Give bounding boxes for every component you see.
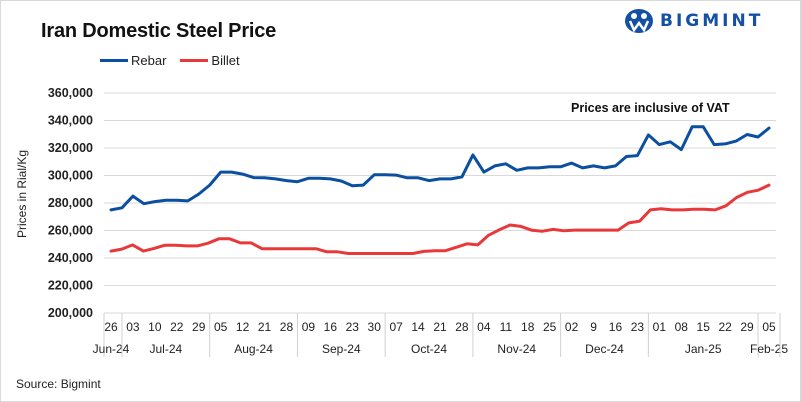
x-tick-label: 21: [258, 320, 272, 334]
x-tick-label: 03: [126, 320, 140, 334]
y-tick-label: 220,000: [48, 279, 93, 293]
x-tick-label: 11: [500, 320, 513, 334]
series-line-rebar: [109, 125, 771, 212]
x-month-label: Jan-25: [685, 342, 722, 356]
x-tick-label: 29: [192, 320, 206, 334]
x-tick-label: 21: [433, 320, 447, 334]
x-tick-label: 28: [455, 320, 469, 334]
x-tick-label: 18: [521, 320, 535, 334]
vat-annotation: Prices are inclusive of VAT: [571, 101, 730, 115]
x-month-label: Dec-24: [585, 342, 624, 356]
y-axis-label: Prices in Rial/Kg: [15, 150, 29, 238]
x-tick-label: 02: [565, 320, 579, 334]
source-note: Source: Bigmint: [16, 377, 101, 391]
y-tick-label: 260,000: [48, 224, 93, 238]
x-tick-label: 05: [762, 320, 776, 334]
x-tick-label: 04: [477, 320, 491, 334]
x-tick-label: 07: [389, 320, 403, 334]
y-tick-label: 200,000: [48, 306, 93, 320]
x-tick-label: 09: [302, 320, 316, 334]
x-tick-label: 23: [631, 320, 645, 334]
legend-label-rebar: Rebar: [131, 53, 167, 68]
legend-label-billet: Billet: [211, 53, 240, 68]
x-tick-label: 10: [148, 320, 162, 334]
x-month-label: Jul-24: [149, 342, 182, 356]
x-month-label: Aug-24: [234, 342, 273, 356]
y-tick-label: 240,000: [48, 251, 93, 265]
x-tick-label: 14: [411, 320, 425, 334]
x-tick-label: 08: [675, 320, 689, 334]
x-tick-label: 29: [740, 320, 754, 334]
legend-item-rebar: Rebar: [100, 53, 166, 68]
x-tick-label: 9: [590, 320, 597, 334]
bigmint-logo-icon: [625, 9, 653, 33]
x-month-label: Nov-24: [497, 342, 536, 356]
x-tick-label: 12: [236, 320, 250, 334]
x-tick-label: 05: [214, 320, 228, 334]
series-line-billet: [109, 183, 771, 255]
bigmint-logo: BIGMINT: [624, 8, 763, 34]
y-tick-label: 280,000: [48, 196, 93, 210]
x-month-label: Oct-24: [411, 342, 447, 356]
x-tick-label: 01: [653, 320, 667, 334]
y-tick-label: 300,000: [48, 169, 93, 183]
y-tick-label: 360,000: [48, 86, 93, 100]
x-tick-label: 22: [718, 320, 732, 334]
bigmint-logo-text: BIGMINT: [660, 11, 764, 31]
x-tick-label: 22: [170, 320, 184, 334]
legend-item-billet: Billet: [180, 53, 240, 68]
legend-swatch-rebar: [100, 59, 128, 62]
y-tick-label: 320,000: [48, 141, 93, 155]
x-tick-label: 28: [280, 320, 294, 334]
x-month-label: Feb-25: [750, 342, 788, 356]
x-tick-label: 25: [543, 320, 557, 334]
x-tick-label: 23: [346, 320, 360, 334]
x-tick-label: 16: [609, 320, 623, 334]
y-tick-label: 340,000: [48, 114, 93, 128]
legend-swatch-billet: [180, 59, 209, 62]
x-month-label: Jun-24: [93, 342, 130, 356]
legend: Rebar Billet: [100, 53, 254, 68]
x-month-label: Sep-24: [322, 342, 361, 356]
x-tick-label: 15: [697, 320, 711, 334]
x-tick-label: 16: [324, 320, 338, 334]
chart-title: Iran Domestic Steel Price: [41, 20, 277, 42]
x-tick-label: 26: [104, 320, 118, 334]
x-tick-label: 30: [368, 320, 382, 334]
